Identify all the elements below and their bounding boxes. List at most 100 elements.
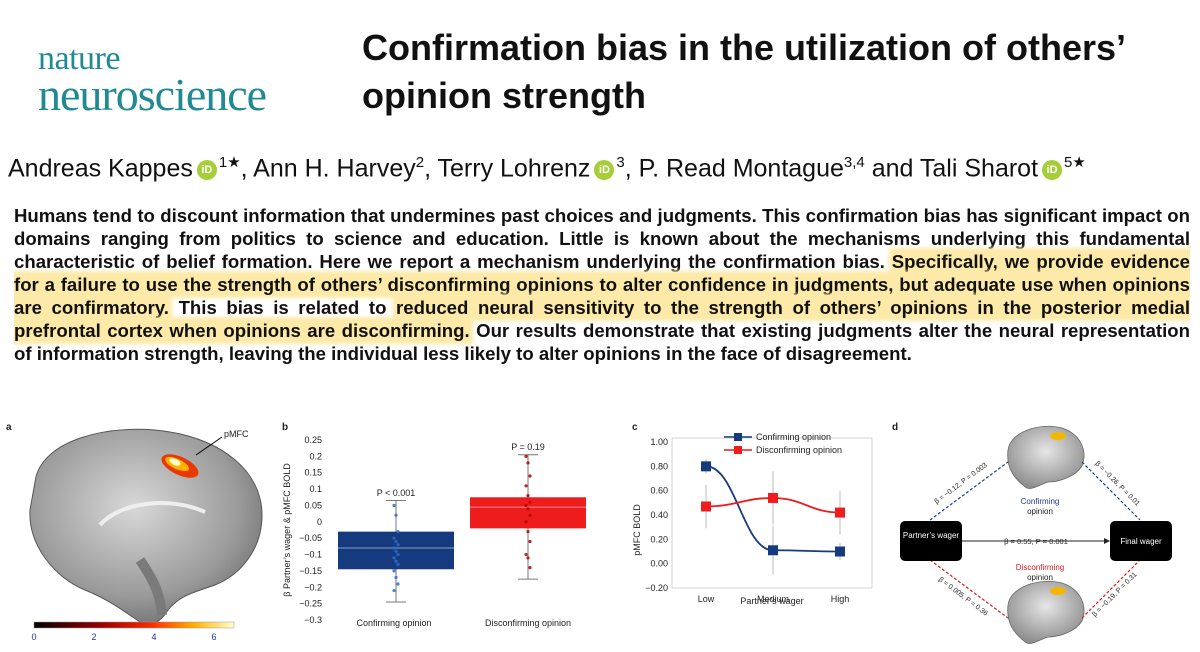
colorbar-tick: 6	[211, 632, 216, 642]
y-tick-label: 0.15	[304, 468, 322, 478]
y-tick-label: 0.60	[650, 486, 668, 496]
data-point	[396, 562, 400, 566]
colorbar	[33, 621, 235, 629]
panel-label: b	[282, 422, 288, 433]
colorbar-tick: 4	[151, 632, 156, 642]
author-affiliation: 3	[616, 154, 625, 171]
data-point	[394, 559, 398, 563]
data-point	[528, 513, 532, 517]
panel-a: a pMFC 0 2 4 6	[6, 422, 263, 642]
brain-slice	[29, 428, 263, 625]
data-point	[835, 507, 845, 518]
colorbar-tick: 0	[31, 632, 36, 642]
y-tick-label: 0	[317, 517, 322, 527]
p-value-annotation: P = 0.19	[511, 442, 545, 452]
data-point	[392, 536, 396, 540]
partner-wager-label: Partner’s wager	[903, 531, 960, 540]
path-top-right	[1081, 461, 1141, 521]
author-name: Andreas Kappes	[8, 154, 193, 183]
data-point	[524, 484, 528, 488]
y-axis-label: β Partner’s wager & pMFC BOLD	[282, 463, 292, 597]
data-point	[396, 543, 400, 547]
data-point	[524, 520, 528, 524]
orcid-icon[interactable]: iD	[594, 160, 615, 181]
panel-d: d Partner’s wager Final wager Confirming…	[892, 422, 1172, 644]
path-stat: β = −0.26, P = 0.01	[1093, 460, 1140, 507]
y-tick-label: 1.00	[650, 437, 668, 447]
orcid-icon[interactable]: iD	[196, 160, 217, 181]
author-list: Andreas Kappes iD 1★, Ann H. Harvey2, Terr…	[8, 146, 1198, 185]
corpus-callosum	[98, 501, 206, 527]
y-tick-label: 0.1	[309, 484, 322, 494]
y-tick-label: 0.80	[650, 461, 668, 471]
category-label: Confirming opinion	[356, 618, 431, 628]
path-stat: β = 0.005, P = 0.36	[937, 576, 989, 617]
data-point	[392, 503, 396, 508]
x-tick-label: High	[831, 594, 850, 604]
y-ticks: 0.25 0.2 0.15 0.1 0.05 0 −0.05 −0.1 −0.15 −0.2 −0.…	[299, 435, 322, 625]
brain-thumbnail-bottom	[1007, 580, 1085, 644]
region-label: pMFC	[224, 429, 249, 439]
legend-label: Confirming opinion	[756, 432, 831, 442]
disconfirming-label: Disconfirming	[1016, 563, 1064, 572]
data-point	[524, 503, 528, 508]
arrowhead	[1104, 538, 1110, 544]
data-point	[524, 552, 528, 557]
y-tick-label: −0.1	[304, 550, 322, 560]
orcid-icon[interactable]: iD	[1042, 160, 1063, 181]
category-label: Disconfirming opinion	[485, 618, 571, 628]
abstract-text: This bias is related to	[168, 297, 397, 318]
abstract: Humans tend to discount information that…	[14, 204, 1190, 365]
panel-label: a	[6, 422, 12, 433]
path-bottom-right	[1081, 559, 1141, 619]
data-point	[392, 588, 396, 593]
plot-frame	[671, 437, 873, 589]
path-stat: β = −0.19, P = 0.31	[1091, 571, 1138, 618]
data-point	[394, 549, 398, 553]
data-point	[701, 501, 711, 512]
data-point	[768, 492, 778, 503]
data-point	[768, 545, 778, 556]
direct-path-stat: β = 0.55, P = 0.001	[1004, 537, 1068, 546]
final-wager-label: Final wager	[1120, 537, 1162, 546]
brain-thumbnail-top	[1007, 425, 1085, 489]
abstract-text: Humans tend to discount information that…	[14, 205, 1190, 272]
author-name: Ann H. Harvey	[253, 154, 416, 183]
data-point	[701, 461, 711, 472]
y-tick-label: −0.2	[304, 582, 322, 592]
data-point	[526, 556, 530, 560]
figure-1: a pMFC 0 2 4 6 b β Partner’s wager & pMF…	[6, 422, 1172, 644]
series-line	[705, 465, 841, 553]
author-affiliation: 2	[415, 154, 425, 171]
y-tick-label: 0.20	[650, 534, 668, 544]
y-tick-label: −0.15	[299, 566, 322, 576]
x-tick-label: Low	[698, 594, 715, 604]
y-axis-label: pMFC BOLD	[632, 504, 642, 556]
y-tick-label: −0.05	[299, 533, 322, 543]
opinion-label: opinion	[1027, 573, 1053, 582]
y-tick-label: −0.20	[645, 583, 668, 593]
data-point	[392, 569, 396, 573]
panel-c: c pMFC BOLD 1.00 0.80 0.60 0.40 0.20 0.00 −0.2…	[632, 422, 873, 606]
data-point	[394, 575, 398, 580]
journal-logo-line1: nature	[38, 40, 120, 77]
data-point	[394, 513, 398, 517]
abstract-text: Our results demonstrate that existing ju…	[14, 320, 1190, 364]
author-name: Terry Lohrenz	[437, 154, 591, 183]
confirming-label: Confirming	[1021, 497, 1060, 506]
data-point	[396, 530, 400, 534]
panel-label: c	[632, 422, 638, 433]
data-point	[396, 552, 400, 557]
author-affiliation: 5★	[1064, 154, 1086, 171]
path-stat: β = −0.12, P = 0.003	[934, 462, 989, 506]
author-affiliation: 1★	[218, 154, 241, 171]
y-tick-label: 0.05	[304, 500, 322, 510]
data-point	[526, 494, 530, 498]
data-point	[524, 454, 528, 458]
panel-b: b β Partner’s wager & pMFC BOLD 0.250.20…	[282, 422, 586, 628]
path-top-left	[929, 461, 1009, 521]
pmfc-pointer	[195, 436, 223, 456]
data-point	[528, 500, 532, 504]
data-point	[526, 530, 530, 534]
data-point	[394, 539, 398, 544]
